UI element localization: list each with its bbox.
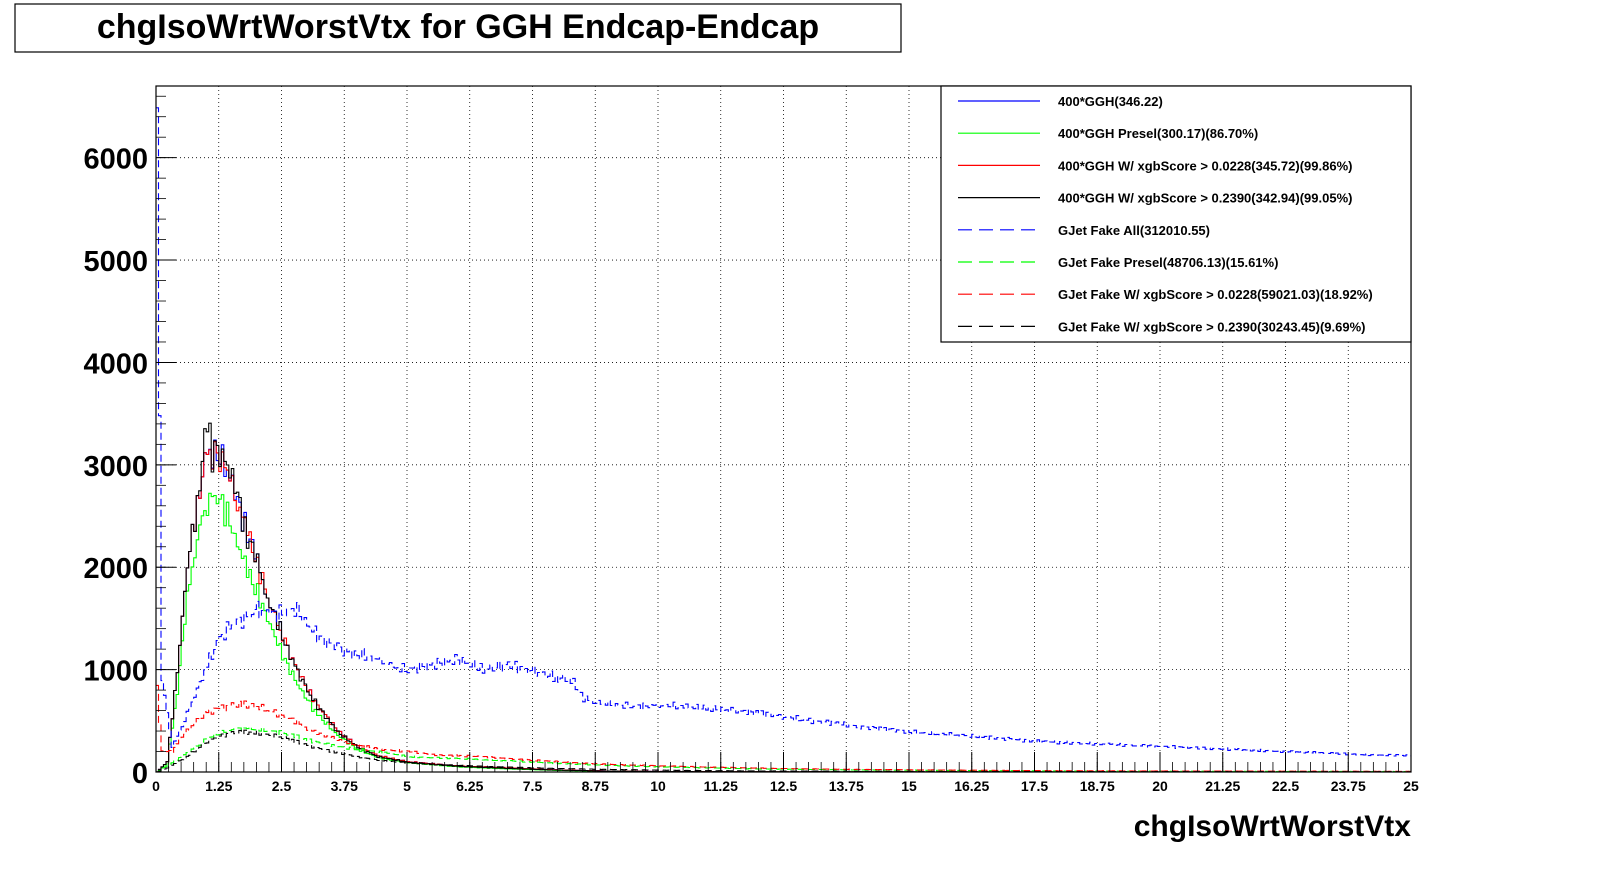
- series-line: [156, 684, 1411, 772]
- x-tick-label: 0: [152, 778, 160, 794]
- x-tick-label: 21.25: [1205, 778, 1240, 794]
- legend-label: 400*GGH(346.22): [1058, 94, 1163, 109]
- x-tick-label: 6.25: [456, 778, 483, 794]
- x-tick-label: 2.5: [272, 778, 292, 794]
- x-tick-label: 15: [901, 778, 917, 794]
- y-tick-label: 3000: [83, 451, 148, 483]
- legend-label: GJet Fake All(312010.55): [1058, 223, 1210, 238]
- legend-box: [940, 85, 1412, 343]
- legend-label: GJet Fake W/ xgbScore > 0.0228(59021.03)…: [1058, 287, 1373, 302]
- y-tick-label: 6000: [83, 144, 148, 176]
- x-tick-label: 5: [403, 778, 411, 794]
- x-tick-label: 11.25: [704, 778, 738, 794]
- x-tick-label: 3.75: [331, 778, 358, 794]
- legend-label: GJet Fake W/ xgbScore > 0.2390(30243.45)…: [1058, 319, 1365, 334]
- legend-label: 400*GGH Presel(300.17)(86.70%): [1058, 126, 1258, 141]
- x-tick-label: 17.5: [1021, 778, 1048, 794]
- x-tick-label: 25: [1403, 778, 1419, 794]
- x-axis-title: chgIsoWrtWorstVtx: [1134, 810, 1412, 843]
- legend-label: 400*GGH W/ xgbScore > 0.2390(342.94)(99.…: [1058, 191, 1352, 206]
- legend-label: GJet Fake Presel(48706.13)(15.61%): [1058, 255, 1278, 270]
- x-tick-label: 22.5: [1272, 778, 1299, 794]
- x-tick-label: 13.75: [829, 778, 864, 794]
- y-tick-label: 2000: [83, 553, 148, 585]
- legend: 400*GGH(346.22) 400*GGH Presel(300.17)(86…: [940, 85, 1412, 343]
- chart-title: chgIsoWrtWorstVtx for GGH Endcap-Endcap: [97, 8, 819, 46]
- axes: 0 1.25 2.5 3.75 5 6.25 7.5 8.75 10 11.25 12.5 13.75…: [83, 95, 1419, 794]
- y-tick-label: 5000: [83, 246, 148, 278]
- x-tick-label: 12.5: [770, 778, 797, 794]
- x-tick-label: 23.75: [1331, 778, 1366, 794]
- x-tick-label: 16.25: [954, 778, 989, 794]
- x-tick-label: 18.75: [1080, 778, 1115, 794]
- series-line: [156, 107, 1411, 757]
- title-box: [14, 3, 902, 53]
- x-tick-label: 10: [650, 778, 666, 794]
- y-tick-label: 0: [132, 758, 148, 790]
- x-tick-label: 1.25: [205, 778, 232, 794]
- legend-label: 400*GGH W/ xgbScore > 0.0228(345.72)(99.…: [1058, 158, 1352, 173]
- x-tick-label: 7.5: [523, 778, 543, 794]
- y-tick-label: 1000: [83, 656, 148, 688]
- x-tick-label: 20: [1152, 778, 1168, 794]
- y-tick-label: 4000: [83, 348, 148, 380]
- x-tick-label: 8.75: [582, 778, 609, 794]
